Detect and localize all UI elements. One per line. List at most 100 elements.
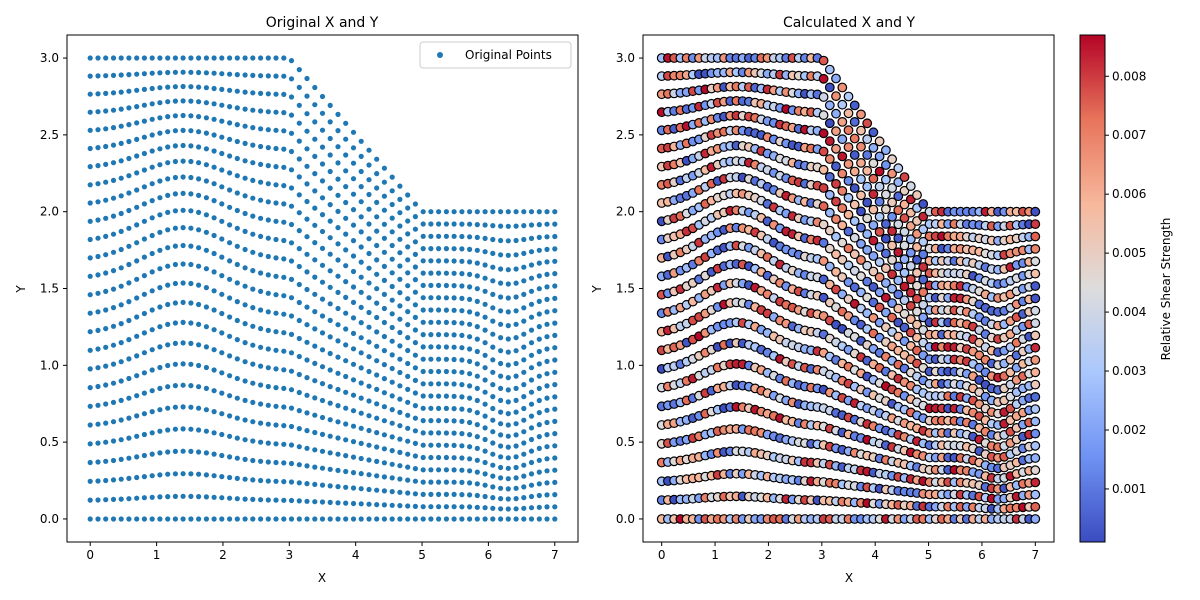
calculated-point bbox=[818, 183, 829, 193]
original-point bbox=[397, 516, 403, 522]
original-point bbox=[203, 162, 209, 168]
original-point bbox=[281, 311, 287, 317]
original-point bbox=[242, 283, 248, 289]
original-point bbox=[95, 309, 101, 315]
calculated-point bbox=[905, 301, 916, 311]
original-point bbox=[374, 415, 380, 421]
calculated-point bbox=[837, 151, 848, 162]
left-y-tick-label: 2.5 bbox=[40, 128, 59, 142]
original-point bbox=[482, 301, 488, 307]
original-point bbox=[350, 361, 357, 367]
calculated-point bbox=[905, 287, 916, 298]
original-point bbox=[513, 266, 519, 272]
original-point bbox=[250, 268, 256, 274]
calculated-point bbox=[887, 269, 897, 280]
original-point bbox=[126, 435, 132, 441]
original-point bbox=[474, 481, 480, 487]
original-point bbox=[95, 127, 101, 133]
original-point bbox=[134, 222, 140, 228]
original-point bbox=[521, 357, 527, 363]
original-point bbox=[428, 454, 434, 461]
original-point bbox=[203, 85, 209, 91]
original-point bbox=[188, 243, 194, 249]
original-point bbox=[335, 176, 341, 182]
original-point bbox=[397, 369, 403, 376]
original-point bbox=[304, 392, 310, 398]
original-point bbox=[443, 319, 449, 325]
original-point bbox=[552, 246, 558, 252]
original-point bbox=[335, 192, 341, 198]
original-point bbox=[319, 110, 326, 116]
original-point bbox=[157, 407, 163, 413]
original-point bbox=[126, 72, 132, 78]
calculated-point bbox=[831, 178, 841, 189]
original-point bbox=[180, 142, 186, 149]
calculated-point bbox=[862, 134, 873, 145]
original-point bbox=[552, 283, 558, 289]
original-point bbox=[234, 455, 240, 461]
original-point bbox=[544, 456, 550, 462]
original-point bbox=[304, 481, 310, 487]
original-point bbox=[528, 377, 535, 383]
original-point bbox=[482, 401, 488, 407]
original-point bbox=[358, 395, 364, 401]
original-point bbox=[196, 405, 202, 411]
original-point bbox=[118, 516, 124, 522]
original-point bbox=[405, 464, 411, 470]
original-point bbox=[165, 449, 171, 455]
original-point bbox=[250, 231, 256, 237]
original-point bbox=[288, 423, 295, 430]
original-point bbox=[188, 113, 194, 119]
calculated-point bbox=[1030, 514, 1041, 524]
original-point bbox=[149, 164, 155, 170]
original-point bbox=[141, 474, 147, 480]
original-point bbox=[172, 320, 178, 326]
original-point bbox=[528, 505, 535, 511]
original-point bbox=[412, 466, 418, 472]
original-point bbox=[265, 309, 271, 315]
original-point bbox=[327, 152, 333, 158]
original-point bbox=[281, 367, 287, 373]
original-point bbox=[149, 85, 155, 92]
original-point bbox=[110, 457, 117, 464]
original-point bbox=[242, 417, 248, 423]
calculated-point bbox=[874, 272, 885, 283]
right-y-tick-label: 2.0 bbox=[616, 205, 635, 219]
original-point bbox=[443, 381, 449, 387]
original-point bbox=[374, 358, 380, 364]
original-point bbox=[528, 249, 535, 255]
original-point bbox=[211, 55, 217, 61]
original-point bbox=[296, 444, 302, 450]
original-point bbox=[350, 423, 357, 429]
original-point bbox=[288, 479, 295, 485]
original-point bbox=[536, 222, 542, 228]
original-point bbox=[258, 197, 264, 203]
original-point bbox=[234, 496, 240, 502]
original-point bbox=[95, 145, 101, 151]
calculated-point bbox=[887, 168, 897, 179]
original-point bbox=[374, 444, 380, 450]
original-point bbox=[358, 335, 364, 341]
original-point bbox=[281, 146, 287, 152]
original-point bbox=[172, 280, 178, 287]
original-point bbox=[273, 347, 279, 353]
calculated-point bbox=[831, 91, 841, 101]
right-x-tick-label: 3 bbox=[818, 548, 826, 562]
calculated-point bbox=[899, 199, 910, 210]
original-point bbox=[552, 345, 558, 351]
calculated-point bbox=[874, 226, 885, 237]
original-point bbox=[118, 89, 124, 95]
original-point bbox=[397, 290, 403, 296]
original-point bbox=[490, 291, 496, 297]
right-x-axis-label: X bbox=[845, 571, 853, 585]
original-point bbox=[451, 283, 457, 289]
original-point bbox=[103, 439, 109, 445]
original-point bbox=[544, 358, 550, 364]
original-point bbox=[180, 382, 186, 388]
original-point bbox=[443, 209, 449, 215]
calculated-point bbox=[912, 190, 922, 200]
original-point bbox=[552, 308, 558, 314]
left-y-axis-ticks: 0.00.51.01.52.02.53.0 bbox=[40, 51, 67, 526]
original-point bbox=[412, 403, 418, 409]
original-point bbox=[498, 237, 504, 244]
